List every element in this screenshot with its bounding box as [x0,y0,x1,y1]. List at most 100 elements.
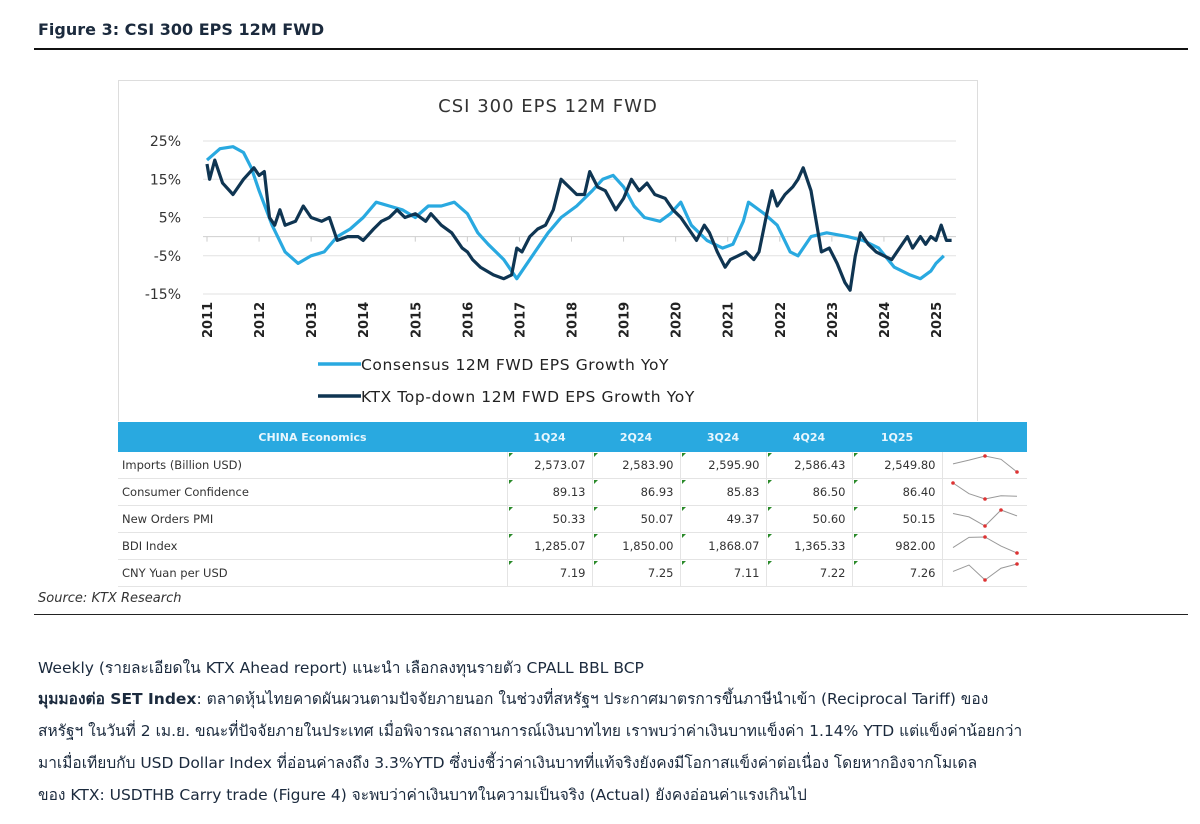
x-tick-label: 2019 [618,302,633,338]
row-label: Consumer Confidence [118,478,507,506]
table-cell: 2,549.80 [851,452,942,479]
sparkline-marker [1014,469,1019,474]
table-cell: 89.13 [506,478,592,506]
table-cell: 7.25 [591,559,680,587]
table-row: CNY Yuan per USD 7.19 7.25 7.11 7.22 7.26 [118,559,1027,587]
sparkline-marker [982,453,987,458]
column-header: 3Q24 [680,422,766,452]
table-cell: 1,850.00 [591,532,680,560]
para-line: สหรัฐฯ ในวันที่ 2 เม.ย. ขณะที่ปัจจัยภายใ… [38,722,1023,740]
sparkline [952,453,1019,474]
sparkline-cell [941,452,1027,479]
table-cell: 2,583.90 [591,452,680,479]
table-cell: 85.83 [679,478,766,506]
x-tick-label: 2014 [357,302,372,338]
table-cell: 86.40 [851,478,942,506]
sparkline-marker [950,480,955,485]
y-tick-label: -15% [145,287,181,303]
x-tick-label: 2012 [253,302,268,338]
sparkline [952,534,1019,555]
y-tick-label: 15% [150,172,181,188]
para-line: มาเมื่อเทียบกับ USD Dollar Index ที่อ่อน… [38,754,978,772]
table-header: CHINA Economics 1Q24 2Q24 3Q24 4Q24 1Q25 [118,422,1027,452]
table-cell: 1,868.07 [679,532,766,560]
sparkline-line [952,508,1017,527]
column-header: 2Q24 [592,422,680,452]
x-tick-label: 2018 [566,302,581,338]
set-view-label: มุมมองต่อ SET Index [38,690,197,708]
sparkline-marker [1014,561,1019,566]
sparkline-line [952,482,1017,500]
x-tick-label: 2025 [930,302,945,338]
series-line-1 [205,158,952,292]
x-tick-label: 2016 [461,302,476,338]
figure-title: Figure 3: CSI 300 EPS 12M FWD [38,20,325,39]
china-economics-table: CHINA Economics 1Q24 2Q24 3Q24 4Q24 1Q25 Impo… [118,422,1027,587]
x-tick-label: 2022 [774,302,789,338]
x-tick-label: 2015 [409,302,424,338]
sparkline-marker [982,577,987,582]
eps-line-chart: CSI 300 EPS 12M FWD 25% 15% 5% -5% -15% 2011 2… [145,96,956,406]
table-cell: 50.07 [591,505,680,533]
table-cell: 7.22 [765,559,852,587]
x-tick-label: 2023 [826,302,841,338]
source-divider [34,614,1188,615]
sparkline-marker [982,523,987,528]
x-tick-label: 2017 [513,302,528,338]
sparkline-marker [982,496,987,501]
table-row: BDI Index 1,285.07 1,850.00 1,868.07 1,365.3… [118,532,1027,560]
title-divider [34,48,1188,50]
column-header: 1Q24 [507,422,592,452]
sparkline-line [952,563,1017,581]
y-tick-label: 25% [150,134,181,150]
table-row: Imports (Billion USD) 2,573.07 2,583.90 2,5… [118,452,1027,479]
x-tick-label: 2013 [305,302,320,338]
sparkline-line [952,454,1017,472]
sparkline-cell [941,532,1027,560]
chart-frame [118,80,978,421]
column-header: 4Q24 [766,422,852,452]
table-cell: 982.00 [851,532,942,560]
source-note: Source: KTX Research [38,591,182,606]
table-cell: 2,595.90 [679,452,766,479]
x-tick-label: 2021 [722,302,737,338]
table-cell: 7.19 [506,559,592,587]
table-cell: 1,365.33 [765,532,852,560]
sparkline [952,507,1017,528]
table-cell: 50.15 [851,505,942,533]
sparkline [952,561,1019,582]
table-cell: 86.93 [591,478,680,506]
legend-label: Consensus 12M FWD EPS Growth YoY [361,356,669,374]
row-label: New Orders PMI [118,505,507,533]
table-title: CHINA Economics [118,422,507,452]
para-line: : ตลาดหุ้นไทยคาดผันผวนตามปัจจัยภายนอก ใน… [196,690,989,708]
sparkline-header [942,422,1027,452]
weekly-heading: Weekly (รายละเอียดใน KTX Ahead report) แ… [38,659,644,677]
sparkline-line [952,535,1017,553]
table-row: Consumer Confidence 89.13 86.93 85.83 86.50 8… [118,478,1027,506]
sparkline-marker [1014,550,1019,555]
table-cell: 7.11 [679,559,766,587]
series-line-0 [205,145,945,281]
y-tick-label: 5% [159,211,181,227]
table-cell: 7.26 [851,559,942,587]
x-tick-label: 2020 [670,302,685,338]
table-cell: 2,573.07 [506,452,592,479]
row-label: BDI Index [118,532,507,560]
column-header: 1Q25 [852,422,942,452]
chart-title: CSI 300 EPS 12M FWD [438,96,658,117]
table-cell: 50.33 [506,505,592,533]
para-line: ของ KTX: USDTHB Carry trade (Figure 4) จ… [38,786,807,804]
sparkline-cell [941,559,1027,587]
sparkline-marker [998,507,1003,512]
row-label: CNY Yuan per USD [118,559,507,587]
legend-label: KTX Top-down 12M FWD EPS Growth YoY [361,388,695,406]
table-cell: 50.60 [765,505,852,533]
sparkline-cell [941,505,1027,533]
table-cell: 2,586.43 [765,452,852,479]
x-tick-label: 2011 [201,302,216,338]
sparkline [950,480,1017,501]
table-cell: 1,285.07 [506,532,592,560]
table-row: New Orders PMI 50.33 50.07 49.37 50.60 50.15 [118,505,1027,533]
x-tick-label: 2024 [878,302,893,338]
